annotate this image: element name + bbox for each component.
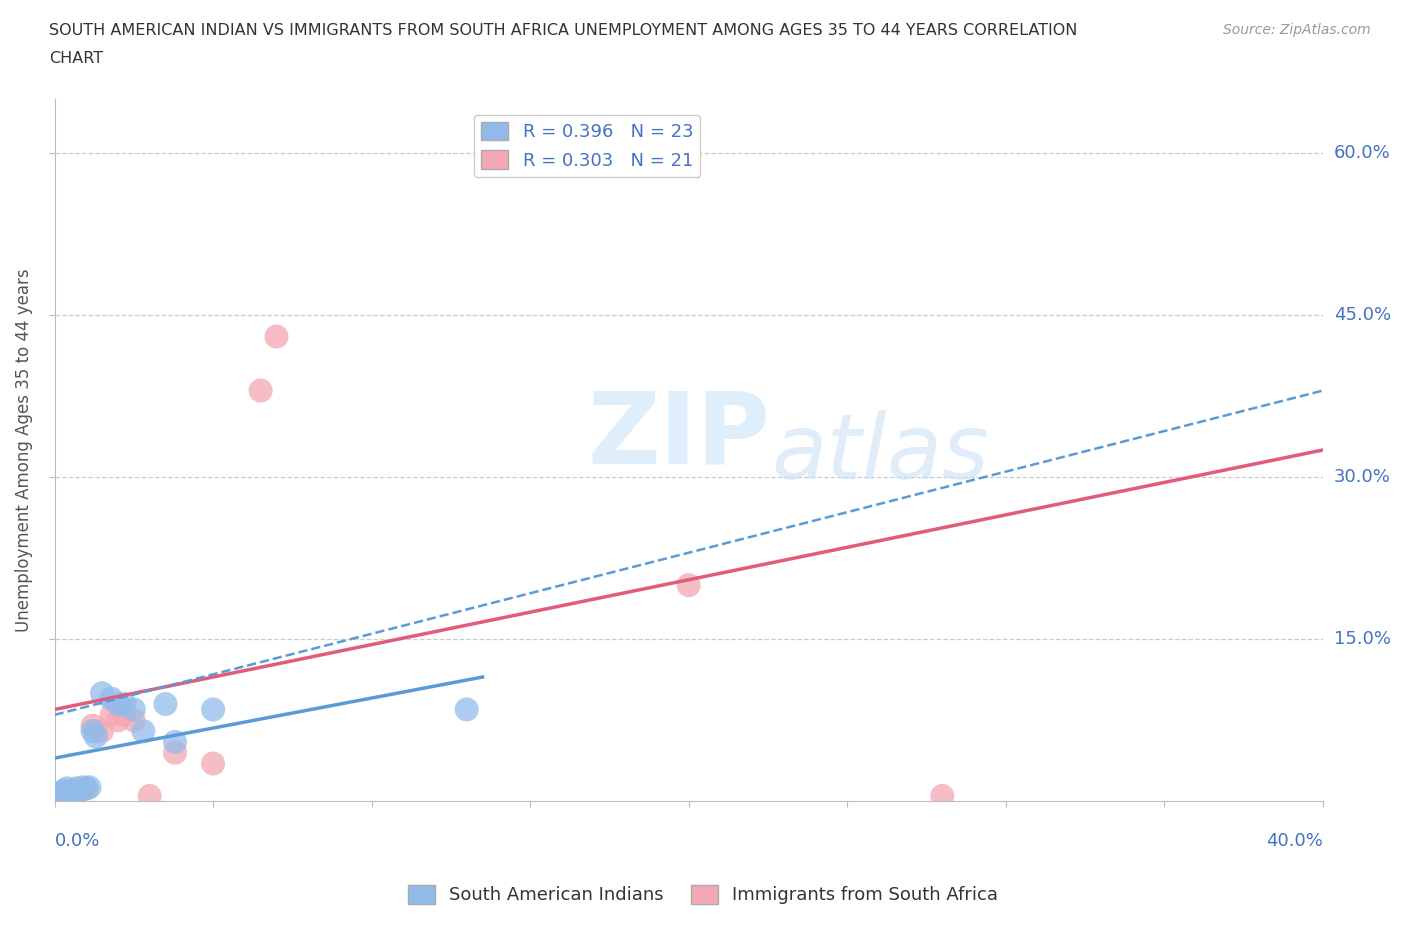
Point <box>163 745 186 760</box>
Point <box>59 785 82 800</box>
Point <box>46 789 69 804</box>
Text: SOUTH AMERICAN INDIAN VS IMMIGRANTS FROM SOUTH AFRICA UNEMPLOYMENT AMONG AGES 35: SOUTH AMERICAN INDIAN VS IMMIGRANTS FROM… <box>49 23 1077 38</box>
Point <box>678 578 700 592</box>
Point <box>456 702 478 717</box>
Point <box>266 329 288 344</box>
Point <box>112 697 135 711</box>
Point <box>53 785 76 800</box>
Point <box>132 724 155 738</box>
Text: 60.0%: 60.0% <box>1334 144 1391 162</box>
Point <box>100 691 122 706</box>
Point <box>53 783 76 798</box>
Point <box>84 724 107 738</box>
Y-axis label: Unemployment Among Ages 35 to 44 years: Unemployment Among Ages 35 to 44 years <box>15 268 32 631</box>
Point <box>122 712 145 727</box>
Point <box>91 724 114 738</box>
Point <box>66 785 89 800</box>
Text: atlas: atlas <box>770 409 988 498</box>
Text: 0.0%: 0.0% <box>55 832 100 850</box>
Text: 15.0%: 15.0% <box>1334 631 1391 648</box>
Point <box>249 383 271 398</box>
Text: 40.0%: 40.0% <box>1265 832 1323 850</box>
Point <box>202 702 225 717</box>
Point <box>69 783 91 798</box>
Text: 45.0%: 45.0% <box>1334 306 1391 324</box>
Legend: R = 0.396   N = 23, R = 0.303   N = 21: R = 0.396 N = 23, R = 0.303 N = 21 <box>474 114 700 177</box>
Text: ZIP: ZIP <box>588 388 770 485</box>
Point <box>82 724 104 738</box>
Point <box>59 789 82 804</box>
Point <box>62 783 84 798</box>
Point <box>202 756 225 771</box>
Text: CHART: CHART <box>49 51 103 66</box>
Point <box>122 702 145 717</box>
Legend: South American Indians, Immigrants from South Africa: South American Indians, Immigrants from … <box>401 878 1005 911</box>
Point <box>72 780 94 795</box>
Point <box>155 697 177 711</box>
Point <box>62 783 84 798</box>
Point <box>49 785 72 800</box>
Point <box>112 708 135 723</box>
Point <box>138 789 160 804</box>
Point <box>91 685 114 700</box>
Point <box>75 781 97 796</box>
Text: 30.0%: 30.0% <box>1334 468 1391 486</box>
Point <box>49 789 72 804</box>
Point <box>75 781 97 796</box>
Point <box>107 712 129 727</box>
Point <box>100 708 122 723</box>
Point <box>69 783 91 798</box>
Point <box>66 781 89 796</box>
Point <box>79 780 101 795</box>
Point <box>931 789 953 804</box>
Point <box>163 735 186 750</box>
Point <box>56 781 79 796</box>
Point <box>82 718 104 733</box>
Point <box>107 697 129 711</box>
Point <box>84 729 107 744</box>
Text: Source: ZipAtlas.com: Source: ZipAtlas.com <box>1223 23 1371 37</box>
